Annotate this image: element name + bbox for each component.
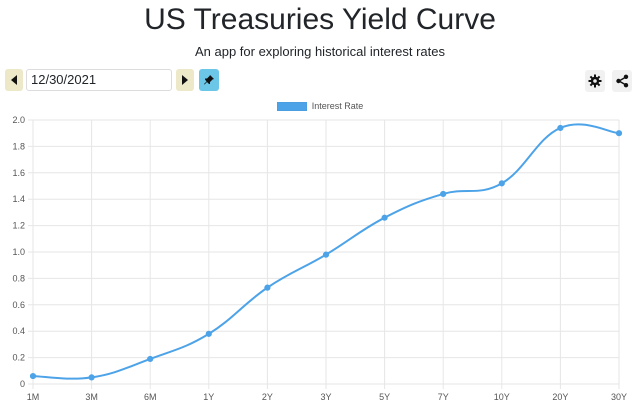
next-date-button[interactable]: [176, 69, 194, 91]
data-point: [498, 180, 505, 187]
data-point: [88, 374, 95, 381]
x-tick-label: 3M: [85, 392, 98, 402]
x-tick-label: 5Y: [379, 392, 390, 402]
caret-left-icon: [11, 75, 17, 85]
y-tick-label: 1.2: [12, 221, 25, 231]
y-tick-label: 1.4: [12, 194, 25, 204]
legend-label: Interest Rate: [311, 101, 364, 111]
x-tick-label: 20Y: [552, 392, 568, 402]
x-tick-label: 6M: [144, 392, 157, 402]
data-point: [615, 130, 623, 137]
data-point: [381, 214, 388, 221]
pin-icon: [204, 75, 214, 85]
data-point: [322, 251, 330, 258]
y-tick-label: 2.0: [12, 115, 25, 125]
data-point: [29, 372, 37, 380]
x-tick-label: 30Y: [611, 392, 627, 402]
y-tick-label: 1.8: [12, 141, 25, 151]
y-tick-label: 0.2: [12, 353, 25, 363]
page-title: US Treasuries Yield Curve: [144, 3, 496, 36]
gear-icon: [588, 74, 602, 88]
x-tick-label: 10Y: [494, 392, 510, 402]
y-tick-label: 0.6: [12, 300, 25, 310]
y-tick-label: 0: [20, 379, 25, 389]
data-point: [147, 355, 154, 363]
chart-legend[interactable]: Interest Rate: [0, 101, 640, 111]
y-tick-label: 1.0: [12, 247, 25, 257]
x-tick-label: 1Y: [203, 392, 214, 402]
y-tick-label: 0.8: [12, 273, 25, 283]
legend-swatch: [276, 101, 307, 111]
data-point: [440, 190, 447, 198]
caret-right-icon: [182, 75, 188, 85]
y-tick-label: 1.6: [12, 168, 25, 178]
y-tick-label: 0.4: [12, 326, 25, 336]
x-tick-label: 7Y: [438, 392, 449, 402]
page-subtitle: An app for exploring historical interest…: [194, 44, 445, 59]
x-tick-label: 1M: [27, 392, 40, 402]
pin-button[interactable]: [199, 69, 219, 91]
x-tick-label: 2Y: [262, 392, 273, 402]
share-icon: [616, 74, 629, 88]
date-input[interactable]: 12/30/2021: [26, 69, 172, 91]
share-button[interactable]: [612, 70, 632, 92]
previous-date-button[interactable]: [5, 69, 23, 91]
x-tick-label: 3Y: [320, 392, 331, 402]
data-point: [557, 124, 564, 132]
settings-button[interactable]: [585, 70, 605, 92]
data-point: [264, 284, 271, 291]
data-point: [205, 330, 212, 337]
